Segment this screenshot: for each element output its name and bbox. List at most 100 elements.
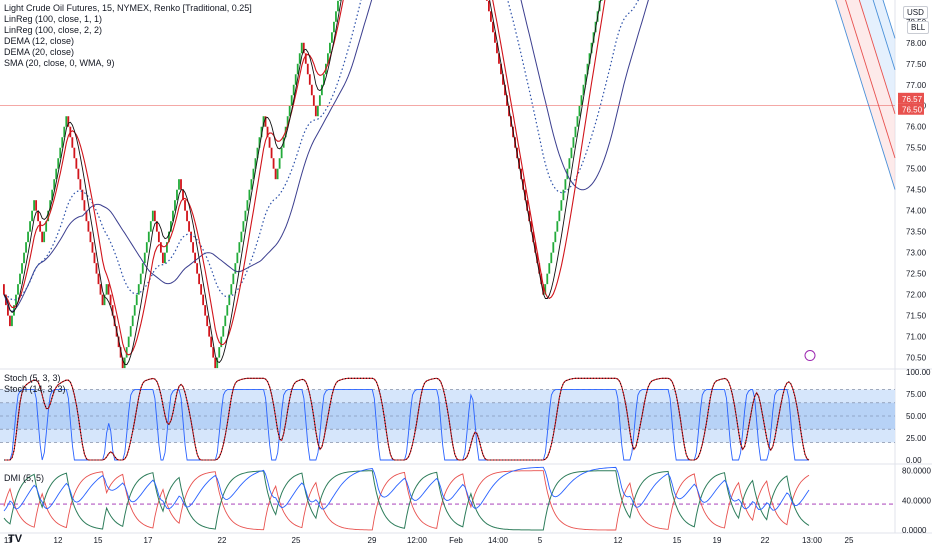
renko-brick — [329, 42, 331, 54]
time-tick-label: 14:00 — [488, 536, 509, 545]
time-tick-label: 19 — [713, 536, 722, 545]
price-axis: 78.5078.0077.5077.0076.5076.0075.5075.00… — [898, 18, 927, 363]
indicator-sma-20[interactable]: SMA (20, close, 0, WMA, 9) — [4, 58, 115, 68]
renko-brick — [218, 347, 221, 358]
dmi-title[interactable]: DMI (5, 5) — [4, 473, 45, 483]
renko-brick — [198, 273, 201, 285]
last-price-label: 76.57 — [902, 95, 923, 104]
stoch-legend: Stoch (5, 3, 3) Stoch (14, 3, 3) — [4, 373, 66, 395]
renko-brick — [11, 315, 13, 327]
renko-brick — [266, 126, 269, 138]
renko-brick — [23, 252, 25, 264]
stoch-legend-1[interactable]: Stoch (5, 3, 3) — [4, 373, 61, 383]
price-tick-label: 77.50 — [906, 60, 927, 69]
renko-brick — [576, 116, 579, 127]
event-lightning-icon — [804, 350, 816, 362]
stoch-pane: 100.00 75.00 50.00 25.00 0.00 — [0, 368, 931, 465]
renko-brick — [129, 326, 132, 337]
renko-brick — [55, 168, 58, 180]
dmi-legend: DMI (5, 5) — [4, 473, 44, 484]
renko-brick — [119, 347, 122, 358]
renko-brick — [127, 336, 130, 348]
renko-brick — [220, 336, 223, 348]
linreg-line — [872, 0, 896, 70]
renko-brick — [492, 21, 494, 33]
renko-brick — [280, 147, 283, 159]
renko-brick — [327, 53, 329, 64]
renko-brick — [252, 168, 255, 180]
renko-brick — [236, 252, 239, 264]
price-tick-label: 74.00 — [906, 207, 927, 216]
renko-brick — [580, 95, 583, 106]
renko-brick — [335, 11, 337, 22]
renko-brick — [506, 95, 508, 106]
price-tick-label: 74.50 — [906, 186, 927, 195]
indicator-linreg-2[interactable]: LinReg (100, close, 2, 2) — [4, 25, 103, 35]
unit-badge[interactable]: BLL — [907, 21, 930, 34]
dmi-adx-line — [3, 466, 810, 512]
time-tick-label: 12 — [54, 536, 63, 545]
indicator-linreg-1[interactable]: LinReg (100, close, 1, 1) — [4, 14, 103, 24]
tradingview-logo[interactable]: TV — [8, 533, 23, 545]
renko-brick — [151, 210, 154, 222]
renko-brick — [496, 42, 498, 54]
dema-12-line — [3, 0, 602, 366]
indicator-dema-20[interactable]: DEMA (20, close) — [4, 47, 75, 57]
renko-brick — [204, 305, 207, 316]
renko-brick — [73, 147, 76, 159]
time-tick-label: 22 — [761, 536, 770, 545]
renko-brick — [27, 231, 29, 243]
price-tick-label: 73.00 — [906, 249, 927, 258]
stoch-legend-2[interactable]: Stoch (14, 3, 3) — [4, 384, 66, 394]
renko-brick — [322, 74, 325, 85]
renko-brick — [121, 357, 124, 369]
time-tick-label: 25 — [292, 536, 301, 545]
renko-brick — [546, 273, 549, 285]
time-tick-label: 13:00 — [802, 536, 823, 545]
renko-brick — [600, 0, 603, 1]
renko-brick — [564, 179, 567, 190]
renko-brick — [35, 200, 38, 211]
renko-brick — [262, 116, 265, 127]
renko-brick — [174, 200, 176, 211]
renko-brick — [339, 0, 341, 1]
stoch-tick-label: 0.00 — [906, 456, 922, 465]
renko-brick — [157, 231, 160, 243]
renko-brick — [274, 168, 277, 180]
renko-brick — [178, 179, 180, 190]
renko-brick — [232, 273, 235, 285]
renko-brick — [300, 42, 303, 54]
renko-brick — [7, 305, 9, 316]
renko-brick — [180, 179, 182, 190]
renko-brick — [83, 200, 86, 211]
renko-brick — [498, 53, 500, 64]
renko-brick — [494, 32, 496, 43]
renko-brick — [149, 221, 152, 232]
renko-brick — [172, 210, 174, 222]
chart-title[interactable]: Light Crude Oil Futures, 15, NYMEX, Renk… — [4, 3, 252, 13]
renko-brick — [240, 231, 243, 243]
renko-brick — [103, 294, 106, 306]
indicator-dema-12[interactable]: DEMA (12, close) — [4, 36, 75, 46]
renko-brick — [75, 158, 78, 169]
renko-brick — [186, 210, 188, 222]
renko-brick — [57, 158, 60, 169]
renko-brick — [210, 336, 213, 348]
renko-brick — [37, 210, 40, 222]
renko-brick — [145, 242, 148, 253]
renko-brick — [260, 126, 263, 138]
renko-brick — [85, 210, 88, 222]
renko-brick — [164, 252, 166, 264]
dmi-tick-label: 80.0000 — [902, 467, 931, 476]
time-tick-label: 25 — [845, 536, 854, 545]
renko-brick — [540, 273, 543, 285]
renko-brick — [71, 137, 74, 148]
renko-brick — [65, 116, 68, 127]
currency-badge[interactable]: USD — [903, 6, 928, 19]
renko-brick — [29, 221, 31, 232]
renko-brick — [87, 221, 90, 232]
renko-brick — [31, 210, 33, 222]
renko-brick — [294, 74, 297, 85]
renko-brick — [91, 242, 94, 253]
